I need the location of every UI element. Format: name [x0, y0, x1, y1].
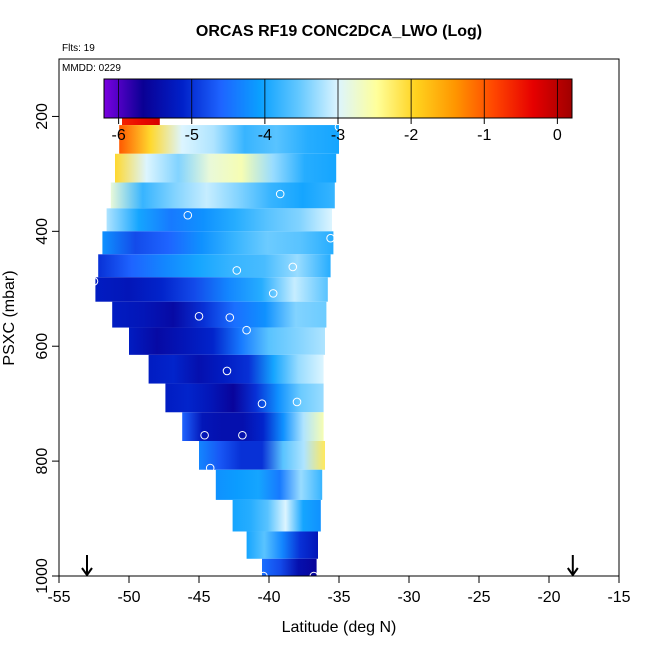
- colorbar-tick-label: -3: [331, 127, 345, 144]
- y-tick-label: 200: [34, 103, 51, 130]
- colorbar: -6 -5 -4 -3 -2 -1 0: [103, 78, 573, 144]
- sample-point: [232, 266, 242, 275]
- curtain-band: [98, 254, 331, 278]
- x-tick-label: -35: [327, 589, 350, 606]
- flights-annotation: Flts: 19: [62, 43, 95, 54]
- curtain-band: [232, 499, 321, 532]
- curtain-band: [95, 277, 328, 302]
- colorbar-tick-label: -4: [258, 127, 272, 144]
- chart-title: ORCAS RF19 CONC2DCA_LWO (Log): [196, 23, 482, 40]
- x-axis-label: Latitude (deg N): [282, 619, 397, 636]
- sample-point: [200, 430, 209, 440]
- curtain-band: [112, 301, 327, 328]
- curtain-band: [115, 153, 337, 183]
- sample-point: [242, 325, 251, 335]
- plot-frame: [58, 58, 620, 577]
- position-arrow-head: [566, 567, 579, 577]
- sample-point: [268, 289, 278, 298]
- colorbar-tick-label: -2: [404, 127, 418, 144]
- x-tick-label: -50: [117, 589, 140, 606]
- x-tick-label: -20: [537, 589, 560, 606]
- sample-point: [334, 122, 344, 132]
- sample-point: [225, 313, 235, 322]
- x-tick-label: -40: [257, 589, 280, 606]
- sample-point: [194, 312, 204, 321]
- y-tick-label: 1000: [34, 558, 51, 594]
- x-tick-label: -45: [187, 589, 210, 606]
- colorbar-tick-label: 0: [553, 127, 562, 144]
- sample-point: [257, 399, 267, 408]
- x-tick-label: -30: [397, 589, 420, 606]
- x-tick-label: -15: [607, 589, 630, 606]
- curtain-band: [246, 531, 318, 559]
- curtain-band: [110, 182, 335, 209]
- curtain-band: [182, 412, 324, 442]
- sample-point: [292, 397, 302, 407]
- y-axis-label: PSXC (mbar): [1, 270, 18, 365]
- plot-area: [81, 99, 579, 581]
- y-tick-label: 800: [34, 448, 51, 475]
- axes: -55 -50 -45 -40 -35 -30 -25 -20 -152004006008001…: [34, 103, 630, 606]
- sample-point: [183, 210, 193, 220]
- sample-point: [89, 277, 99, 286]
- position-arrow-head: [81, 567, 93, 577]
- curtain-band: [215, 469, 323, 500]
- curtain-band: [148, 354, 324, 384]
- sample-point: [222, 366, 232, 376]
- curtain-band: [106, 208, 332, 232]
- y-tick-label: 600: [34, 333, 51, 360]
- colorbar-tick-label: -5: [185, 127, 199, 144]
- colorbar-tick-label: -1: [477, 127, 491, 144]
- sample-point: [326, 233, 335, 243]
- curtain-band: [165, 383, 324, 413]
- curtain-band: [119, 125, 339, 154]
- sample-point: [238, 430, 247, 440]
- x-tick-label: -55: [47, 589, 70, 606]
- sample-point: [288, 262, 298, 272]
- curtain-band: [262, 558, 317, 576]
- sample-point: [205, 463, 215, 473]
- x-tick-label: -25: [467, 589, 490, 606]
- sample-point: [275, 189, 285, 199]
- date-annotation: MMDD: 0229: [62, 63, 121, 74]
- colorbar-tick-label: -6: [112, 127, 126, 144]
- curtain-band: [129, 327, 325, 355]
- curtain-band: [199, 441, 325, 470]
- curtain-band: [102, 231, 334, 255]
- y-tick-label: 400: [34, 218, 51, 245]
